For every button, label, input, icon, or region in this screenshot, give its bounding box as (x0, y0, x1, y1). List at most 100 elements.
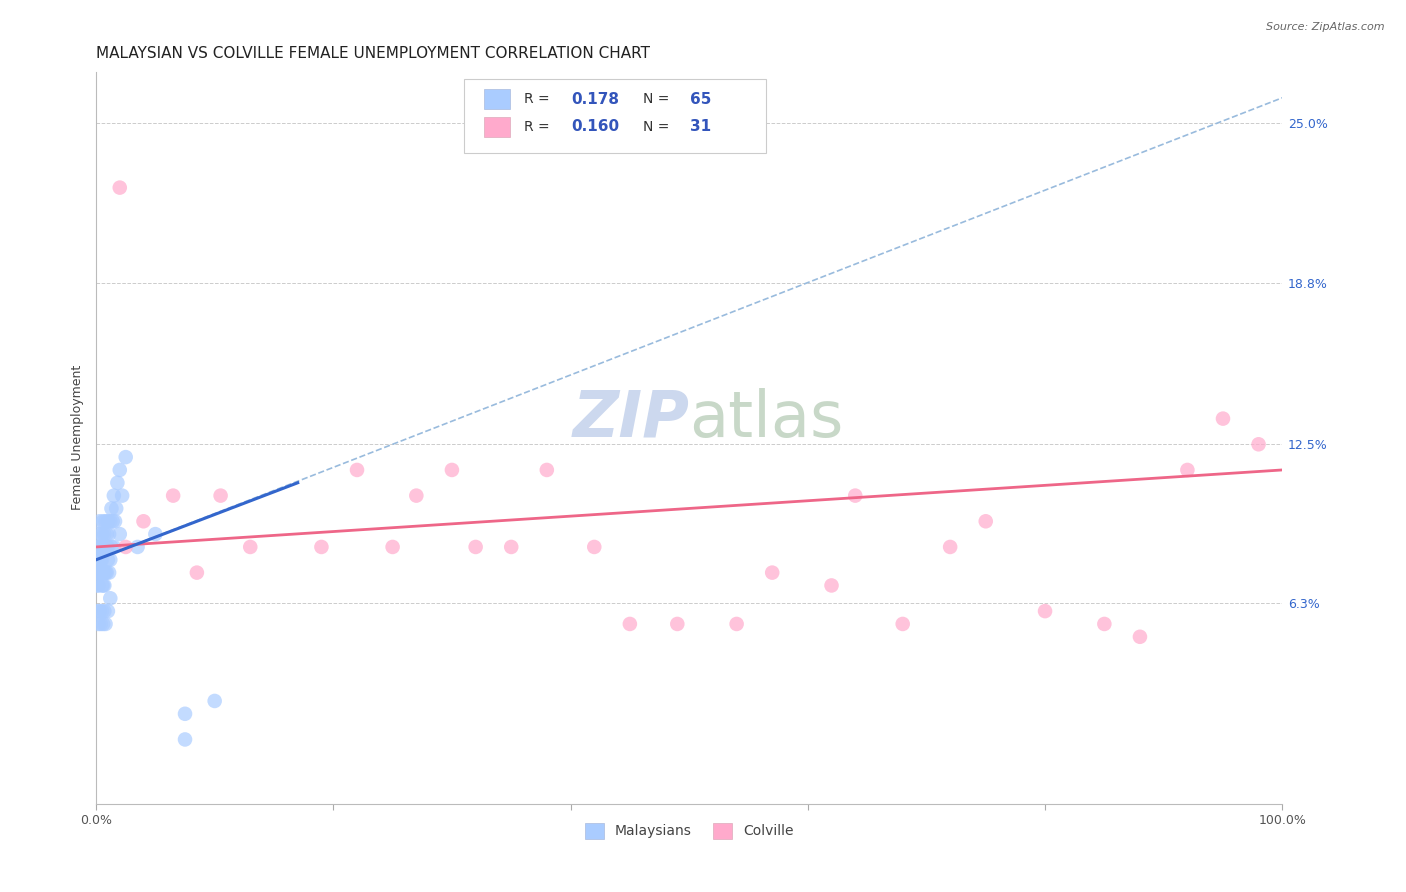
Point (346, 463, 368, 477)
Point (583, 540, 606, 554)
Point (186, 566, 208, 580)
Point (1092, 616, 1115, 631)
Point (94, 616, 117, 631)
Point (108, 463, 131, 477)
Point (114, 450, 136, 464)
Point (98, 527, 121, 541)
Point (86, 540, 108, 554)
Point (91, 578, 114, 592)
FancyBboxPatch shape (464, 79, 766, 153)
Point (108, 527, 131, 541)
Point (87, 527, 110, 541)
Point (844, 489, 866, 503)
Point (90, 566, 112, 580)
Point (108, 180, 131, 194)
Point (96, 566, 118, 580)
Text: N =: N = (643, 92, 673, 106)
Point (86, 578, 108, 592)
Point (103, 540, 125, 554)
Point (87, 553, 110, 567)
Point (103, 489, 125, 503)
Y-axis label: Female Unemployment: Female Unemployment (72, 365, 84, 510)
Text: N =: N = (643, 120, 673, 134)
Point (98, 514, 121, 528)
Point (87, 616, 110, 631)
Point (174, 732, 197, 747)
Point (1247, 437, 1270, 451)
Point (97, 553, 120, 567)
Point (536, 463, 558, 477)
Point (464, 540, 486, 554)
Point (820, 578, 842, 592)
Point (619, 616, 641, 631)
Point (143, 527, 166, 541)
Point (114, 540, 136, 554)
Point (94, 514, 117, 528)
Point (501, 540, 523, 554)
Text: MALAYSIAN VS COLVILLE FEMALE UNEMPLOYMENT CORRELATION CHART: MALAYSIAN VS COLVILLE FEMALE UNEMPLOYMEN… (96, 46, 650, 62)
Point (87, 578, 110, 592)
Point (405, 489, 427, 503)
Point (939, 540, 962, 554)
Point (90, 553, 112, 567)
Point (93, 540, 115, 554)
Point (104, 514, 127, 528)
Point (97, 540, 120, 554)
Point (97, 514, 120, 528)
Point (91, 514, 114, 528)
Text: 65: 65 (690, 92, 711, 107)
Point (101, 514, 124, 528)
Point (209, 489, 232, 503)
Point (98, 553, 121, 567)
Text: Source: ZipAtlas.com: Source: ZipAtlas.com (1267, 22, 1385, 32)
Text: R =: R = (524, 120, 554, 134)
Point (89, 566, 111, 580)
Point (725, 616, 748, 631)
Point (90, 616, 112, 631)
Point (94, 566, 117, 580)
Point (89, 540, 111, 554)
Text: 0.160: 0.160 (572, 120, 620, 135)
Point (239, 540, 262, 554)
Point (105, 501, 128, 516)
Point (105, 475, 128, 490)
Text: 0.178: 0.178 (572, 92, 620, 107)
Point (89, 553, 111, 567)
Point (174, 706, 197, 721)
Point (87, 566, 110, 580)
Point (100, 540, 122, 554)
Point (111, 489, 134, 503)
Point (86, 604, 108, 618)
Point (93, 578, 115, 592)
Point (98, 566, 121, 580)
Point (666, 616, 689, 631)
Point (381, 540, 404, 554)
Point (91, 566, 114, 580)
Point (94, 540, 117, 554)
Point (91, 566, 114, 580)
Point (90, 540, 112, 554)
Point (93, 527, 115, 541)
Point (1033, 604, 1056, 618)
Point (91, 527, 114, 541)
Point (891, 616, 914, 631)
Point (91, 540, 114, 554)
Point (1177, 463, 1199, 477)
Legend: Malaysians, Colville: Malaysians, Colville (579, 817, 800, 844)
Point (162, 489, 184, 503)
Text: atlas: atlas (689, 388, 844, 450)
Point (761, 566, 783, 580)
Point (93, 604, 115, 618)
Point (98, 591, 121, 606)
Point (89, 604, 111, 618)
Point (127, 540, 149, 554)
FancyBboxPatch shape (484, 89, 510, 110)
Point (89, 514, 111, 528)
Point (91, 553, 114, 567)
Point (974, 514, 997, 528)
Text: 31: 31 (690, 120, 711, 135)
Point (96, 527, 118, 541)
Point (132, 514, 155, 528)
Point (91, 604, 114, 618)
FancyBboxPatch shape (484, 117, 510, 137)
